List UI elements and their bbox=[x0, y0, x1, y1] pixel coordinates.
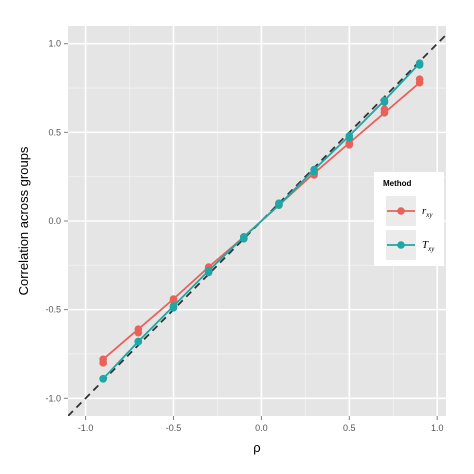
data-point-T_xy bbox=[240, 233, 248, 241]
legend-title: Method bbox=[383, 179, 412, 188]
y-axis-title: Correlation across groups bbox=[16, 146, 31, 295]
data-point-T_xy bbox=[380, 96, 389, 105]
y-tick-label: 0.5 bbox=[48, 127, 61, 137]
data-point-r_xy bbox=[169, 295, 178, 303]
data-point-r_xy bbox=[345, 139, 354, 147]
x-tick-label: 0.0 bbox=[255, 423, 268, 433]
legend-label-subscript: xy bbox=[427, 245, 435, 253]
series-line-T_xy bbox=[102, 62, 421, 380]
legend-label-main: r bbox=[422, 205, 427, 217]
y-tick-label: -1.0 bbox=[45, 393, 61, 403]
data-point-T_xy bbox=[310, 165, 318, 174]
x-tick-label: -0.5 bbox=[166, 423, 182, 433]
data-point-r_xy bbox=[380, 109, 389, 117]
y-tick-label: -0.5 bbox=[45, 305, 61, 315]
series-T_xy bbox=[99, 59, 424, 383]
y-tick-label: 1.0 bbox=[48, 39, 61, 49]
legend-key-point bbox=[397, 241, 405, 249]
legend-label-subscript: xy bbox=[425, 211, 433, 219]
y-tick-label: 0.0 bbox=[48, 216, 61, 226]
data-point-T_xy bbox=[345, 132, 354, 140]
x-tick-label: 1.0 bbox=[431, 423, 444, 433]
data-point-r_xy bbox=[99, 355, 107, 364]
axis-ticks: -1.0 -0.5 0.0 0.5 1.0 -1.0 -0.5 0.0 0.5 1.0 bbox=[45, 39, 443, 433]
data-point-T_xy bbox=[275, 201, 283, 209]
legend-label-main: T bbox=[422, 239, 429, 251]
data-point-T_xy bbox=[134, 337, 143, 346]
legend-label-r_xy: rxy bbox=[422, 205, 433, 219]
data-point-T_xy bbox=[99, 374, 107, 383]
legend-item-r_xy: rxy bbox=[386, 196, 433, 226]
legend-key-point bbox=[397, 207, 405, 215]
x-tick-label: 0.5 bbox=[343, 423, 356, 433]
data-point-T_xy bbox=[204, 266, 213, 275]
legend-label-T_xy: Txy bbox=[422, 239, 435, 253]
data-point-T_xy bbox=[169, 302, 178, 310]
data-point-r_xy bbox=[415, 78, 424, 87]
series-group bbox=[99, 59, 424, 383]
data-point-r_xy bbox=[134, 325, 143, 333]
legend-item-T_xy: Txy bbox=[386, 230, 435, 260]
x-tick-label: -1.0 bbox=[78, 423, 94, 433]
x-axis-title: ρ bbox=[253, 440, 260, 455]
data-point-T_xy bbox=[415, 59, 424, 68]
